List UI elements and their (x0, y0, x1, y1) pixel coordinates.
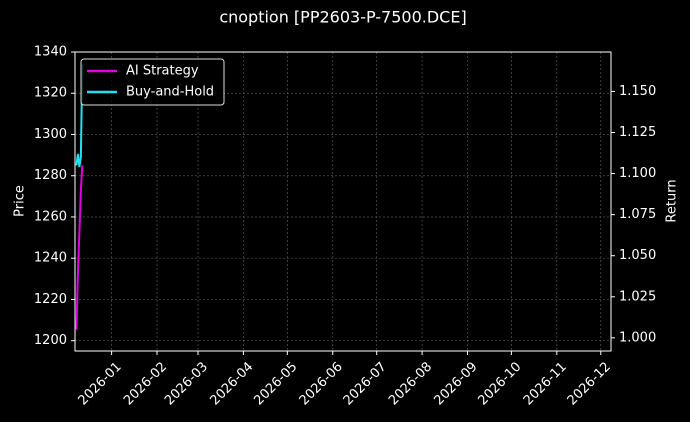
chart-title: cnoption [PP2603-P-7500.DCE] (219, 8, 466, 27)
y-tick-label: 1340 (34, 45, 67, 60)
y-axis-label: Price (13, 185, 28, 217)
y2-tick-label: 1.050 (619, 248, 656, 263)
legend: AI Strategy Buy-and-Hold (80, 58, 225, 106)
legend-label: Buy-and-Hold (126, 85, 214, 100)
x-tick-label: 2026-04 (207, 359, 256, 408)
series-line (75, 63, 84, 168)
y2-axis-label: Return (665, 179, 680, 222)
y2-tick-label: 1.150 (619, 84, 656, 99)
x-tick-label: 2026-01 (76, 359, 125, 408)
x-tick-label: 2026-08 (386, 359, 435, 408)
x-tick-label: 2026-06 (297, 359, 346, 408)
legend-label: AI Strategy (126, 64, 199, 79)
y-tick-label: 1320 (34, 86, 67, 101)
y-tick-label: 1240 (34, 251, 67, 266)
x-tick-label: 2026-09 (432, 359, 481, 408)
y-tick-label: 1200 (34, 333, 67, 348)
y2-tick-label: 1.125 (619, 125, 656, 140)
x-tick-label: 2026-07 (341, 359, 390, 408)
x-tick-label: 2026-10 (475, 359, 524, 408)
x-tick-label: 2026-12 (565, 359, 614, 408)
y-tick-label: 1280 (34, 168, 67, 183)
y2-tick-label: 1.100 (619, 166, 656, 181)
x-tick-label: 2026-05 (251, 359, 300, 408)
y-tick-label: 1220 (34, 292, 67, 307)
x-tick-label: 2026-11 (521, 359, 570, 408)
plot-frame (74, 51, 612, 352)
y2-tick-label: 1.000 (619, 330, 656, 345)
y2-tick-label: 1.075 (619, 207, 656, 222)
x-tick-label: 2026-02 (121, 359, 170, 408)
y-tick-label: 1260 (34, 209, 67, 224)
y2-tick-label: 1.025 (619, 289, 656, 304)
series-line (75, 165, 84, 330)
y-tick-label: 1300 (34, 127, 67, 142)
x-tick-label: 2026-03 (162, 359, 211, 408)
